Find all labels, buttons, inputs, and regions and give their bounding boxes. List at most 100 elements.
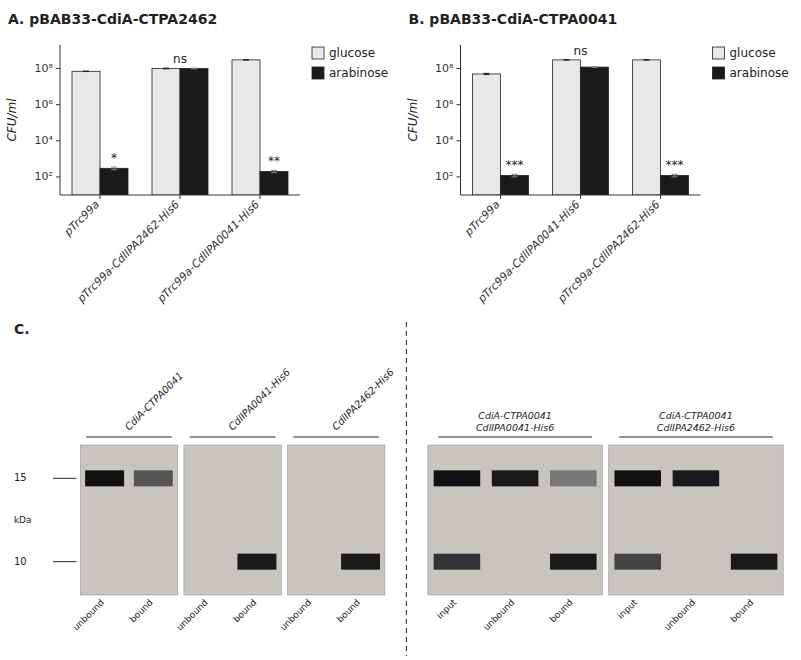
error-bar-cap <box>111 167 117 168</box>
bar <box>180 69 208 195</box>
title: B. pBAB33-CdiA-CTPA0041 <box>409 11 618 27</box>
group-label: CdiA-CTPA0041 <box>123 370 186 433</box>
lane-label: bound <box>728 597 755 624</box>
error-bar-cap <box>484 74 490 75</box>
error-bar <box>512 174 518 177</box>
legend-swatch <box>713 67 725 79</box>
bar <box>232 60 260 195</box>
error-bar-cap <box>163 68 169 69</box>
x-tick <box>260 195 261 199</box>
band <box>434 554 481 570</box>
bar <box>100 168 128 195</box>
band <box>550 554 597 570</box>
x-tick-label: pTrc99a <box>61 198 102 239</box>
x-tick-label: pTrc99a <box>461 198 502 239</box>
error-bar-cap <box>672 176 678 177</box>
y-tick-label: 10⁸ <box>35 62 54 75</box>
error-bar <box>83 71 89 72</box>
plot-area <box>473 60 689 195</box>
bar <box>72 71 100 195</box>
panel: A. pBAB33-CdiA-CTPA2462CFU/ml10²10⁴10⁶10… <box>5 11 388 306</box>
error-bar-cap <box>644 59 650 60</box>
error-bar-cap <box>564 59 570 60</box>
x-tick <box>500 195 501 199</box>
annotation: ** <box>268 154 280 168</box>
panel: B. pBAB33-CdiA-CTPA0041CFU/ml10²10⁴10⁶10… <box>406 11 789 306</box>
bar <box>661 175 689 195</box>
group-bracket <box>438 437 592 438</box>
legend-label: glucose <box>329 46 375 60</box>
annotation: ns <box>173 52 187 66</box>
y-tick <box>56 68 60 69</box>
y-tick <box>56 176 60 177</box>
group-label-line: CdlIPA2462-His6 <box>657 422 735 433</box>
bar <box>260 171 288 195</box>
error-bar-cap <box>163 68 169 69</box>
band <box>673 470 720 486</box>
error-bar-cap <box>191 68 197 69</box>
gel-box <box>80 445 177 595</box>
y-tick-label: 15 <box>14 472 27 483</box>
legend: glucose arabinose <box>713 46 789 80</box>
error-bar <box>243 59 249 60</box>
x-tick-label: pTrc99a-CdlIPA2462-His6 <box>555 198 663 306</box>
group-bracket <box>293 437 379 438</box>
lane-label: unbound <box>174 597 209 632</box>
plot-area <box>72 60 288 195</box>
error-bar <box>672 174 678 177</box>
error-bar <box>592 66 598 68</box>
band <box>134 470 173 486</box>
bar <box>553 60 581 195</box>
gel-divider <box>406 322 407 656</box>
x-tick <box>100 195 101 199</box>
title: C. <box>14 321 30 337</box>
band <box>237 554 276 570</box>
y-axis-label: CFU/ml <box>406 98 420 142</box>
band <box>85 470 124 486</box>
band <box>492 470 539 486</box>
bar <box>633 60 661 195</box>
annotation: ns <box>574 44 588 58</box>
bar <box>581 67 609 195</box>
legend-swatch <box>713 47 725 59</box>
x-tick <box>580 195 581 199</box>
error-bar-cap <box>484 73 490 74</box>
y-tick <box>53 478 76 479</box>
y-tick-label: 10 <box>14 556 27 567</box>
error-bar <box>564 59 570 60</box>
gel-box <box>609 445 784 595</box>
y-tick-label: 10⁴ <box>35 134 54 147</box>
group-label: CdiA-CTPA0041CdlIPA2462-His6 <box>657 410 735 433</box>
y-tick-label: 10⁸ <box>435 62 454 75</box>
y-tick <box>457 176 461 177</box>
legend-swatch <box>312 47 324 59</box>
legend-label: arabinose <box>730 66 789 80</box>
error-bar-cap <box>271 170 277 171</box>
group-label: CdlIPA2462-His6 <box>330 366 396 432</box>
error-bar-cap <box>243 59 249 60</box>
error-bar <box>484 73 490 74</box>
error-bar-cap <box>83 71 89 72</box>
x-tick-label: pTrc99a-CdlIPA0041-His6 <box>154 198 262 306</box>
group-bracket <box>86 437 172 438</box>
band <box>614 554 661 570</box>
figure: A. pBAB33-CdiA-CTPA2462CFU/ml10²10⁴10⁶10… <box>0 0 801 660</box>
lane-label: bound <box>231 597 258 624</box>
lane-label: bound <box>335 597 362 624</box>
panel: C.1015kDaunboundboundCdiA-CTPA0041unboun… <box>14 321 783 656</box>
lane-label: bound <box>548 597 575 624</box>
legend-swatch <box>312 67 324 79</box>
band <box>614 470 661 486</box>
y-axis-label: CFU/ml <box>5 98 19 142</box>
error-bar-cap <box>512 176 518 177</box>
error-bar-cap <box>111 169 117 170</box>
lane-label: input <box>616 597 640 621</box>
group-label: CdiA-CTPA0041CdlIPA0041-His6 <box>476 410 554 433</box>
y-tick <box>53 561 76 562</box>
legend-label: glucose <box>730 46 776 60</box>
error-bar <box>191 68 197 70</box>
band <box>434 470 481 486</box>
annotation: *** <box>506 158 524 172</box>
y-tick <box>56 140 60 141</box>
lane-label: unbound <box>278 597 313 632</box>
